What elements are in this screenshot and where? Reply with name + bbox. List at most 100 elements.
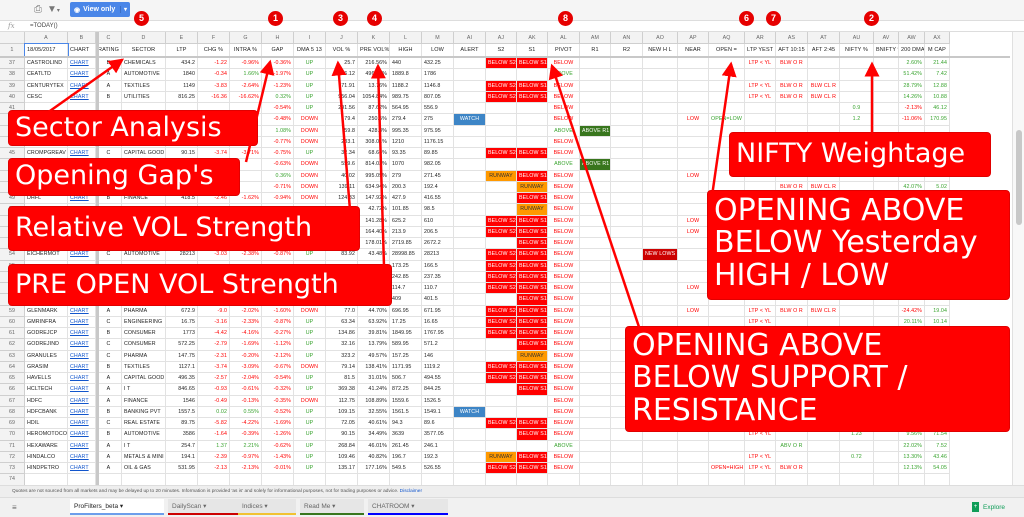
cell[interactable]: CAPITAL GOOD: [122, 373, 166, 385]
cell[interactable]: 13.76%: [358, 80, 390, 92]
cell[interactable]: BELOW: [548, 463, 580, 475]
cell[interactable]: [808, 440, 840, 452]
cell[interactable]: 1188.2: [390, 80, 422, 92]
cell[interactable]: 59.8: [326, 125, 358, 137]
chart-link[interactable]: CHART: [68, 249, 96, 261]
cell[interactable]: [745, 440, 776, 452]
cell[interactable]: BLW CL R: [808, 305, 840, 317]
cell[interactable]: [580, 474, 611, 485]
cell[interactable]: 196.7: [390, 451, 422, 463]
cell[interactable]: 696.95: [390, 305, 422, 317]
cell[interactable]: BELOW: [548, 148, 580, 160]
cell[interactable]: 17.25: [390, 316, 422, 328]
cell[interactable]: [580, 384, 611, 396]
cell[interactable]: [840, 305, 874, 317]
cell[interactable]: BLW O R: [776, 91, 808, 103]
cell[interactable]: 250.5%: [358, 114, 390, 126]
cell[interactable]: BELOW: [548, 395, 580, 407]
cell[interactable]: -0.13%: [230, 395, 262, 407]
cell[interactable]: [486, 193, 517, 205]
cell[interactable]: C: [96, 350, 122, 362]
chart-link[interactable]: CHART: [68, 451, 96, 463]
cell[interactable]: [454, 463, 486, 475]
cell[interactable]: BELOW S1: [517, 339, 548, 351]
frozen-column-divider[interactable]: [96, 32, 99, 485]
cell[interactable]: -2.33%: [230, 316, 262, 328]
cell[interactable]: BELOW S2: [486, 215, 517, 227]
column-header-AT[interactable]: AT: [808, 32, 840, 44]
cell[interactable]: 1773: [166, 328, 198, 340]
cell[interactable]: 549.5: [390, 463, 422, 475]
cell[interactable]: BLW O R: [776, 463, 808, 475]
cell[interactable]: 22.02%: [899, 440, 925, 452]
cell[interactable]: FINANCE: [122, 395, 166, 407]
cell[interactable]: [643, 91, 678, 103]
cell[interactable]: PHARMA: [122, 350, 166, 362]
cell[interactable]: BANKING PVT: [122, 406, 166, 418]
cell[interactable]: -3.83: [198, 80, 230, 92]
cell[interactable]: [643, 238, 678, 250]
sheet-tab[interactable]: DailyScan ▾: [168, 499, 238, 515]
cell[interactable]: 1767.95: [422, 328, 454, 340]
cell[interactable]: 31.01%: [358, 373, 390, 385]
cell[interactable]: 279.4: [390, 114, 422, 126]
cell[interactable]: BELOW: [548, 238, 580, 250]
cell[interactable]: [840, 463, 874, 475]
cell[interactable]: 625.2: [390, 215, 422, 227]
cell[interactable]: BELOW: [548, 114, 580, 126]
cell[interactable]: [454, 395, 486, 407]
cell[interactable]: 206.12: [326, 69, 358, 81]
chart-link[interactable]: CHART: [68, 395, 96, 407]
cell[interactable]: [580, 193, 611, 205]
cell[interactable]: 87.62%: [358, 103, 390, 115]
cell[interactable]: A: [96, 395, 122, 407]
chart-link[interactable]: CHART: [68, 328, 96, 340]
cell[interactable]: 1.37: [198, 440, 230, 452]
cell[interactable]: [899, 474, 925, 485]
cell[interactable]: 610: [422, 215, 454, 227]
cell[interactable]: [454, 159, 486, 171]
chart-link[interactable]: CHART: [68, 91, 96, 103]
cell[interactable]: BELOW: [548, 429, 580, 441]
cell[interactable]: PHARMA: [122, 305, 166, 317]
cell[interactable]: [580, 260, 611, 272]
cell[interactable]: [25, 474, 68, 485]
cell[interactable]: [486, 384, 517, 396]
cell[interactable]: [611, 170, 643, 182]
cell[interactable]: GRANULES: [25, 350, 68, 362]
cell[interactable]: [486, 294, 517, 306]
cell[interactable]: BELOW: [548, 339, 580, 351]
sheet-tab[interactable]: ProFilters_beta ▾: [70, 499, 164, 515]
column-header-AP[interactable]: AP: [678, 32, 709, 44]
cell[interactable]: 0.72: [840, 451, 874, 463]
cell[interactable]: -1.97%: [262, 69, 294, 81]
cell[interactable]: 147.75: [166, 350, 198, 362]
column-header-AN[interactable]: AN: [611, 32, 643, 44]
cell[interactable]: [643, 181, 678, 193]
cell[interactable]: 32.16: [326, 339, 358, 351]
cell[interactable]: 1054.84%: [358, 91, 390, 103]
cell[interactable]: BELOW: [548, 361, 580, 373]
cell[interactable]: BELOW: [548, 249, 580, 261]
cell[interactable]: [486, 440, 517, 452]
cell[interactable]: -0.01%: [262, 463, 294, 475]
cell[interactable]: [643, 440, 678, 452]
cell[interactable]: [874, 80, 899, 92]
cell[interactable]: UP: [294, 58, 326, 70]
cell[interactable]: 109.15: [326, 406, 358, 418]
cell[interactable]: BELOW S1: [517, 260, 548, 272]
cell[interactable]: [580, 316, 611, 328]
cell[interactable]: -2.13%: [230, 463, 262, 475]
cell[interactable]: I T: [122, 384, 166, 396]
cell[interactable]: [874, 451, 899, 463]
column-header-E[interactable]: E: [166, 32, 198, 44]
cell[interactable]: 427.9: [390, 193, 422, 205]
cell[interactable]: [517, 69, 548, 81]
cell[interactable]: [580, 339, 611, 351]
cell[interactable]: 1.2: [840, 114, 874, 126]
cell[interactable]: [643, 204, 678, 216]
cell[interactable]: UP: [294, 429, 326, 441]
cell[interactable]: 323.2: [326, 350, 358, 362]
column-header-I[interactable]: I: [294, 32, 326, 44]
row-header[interactable]: 70: [0, 429, 25, 441]
